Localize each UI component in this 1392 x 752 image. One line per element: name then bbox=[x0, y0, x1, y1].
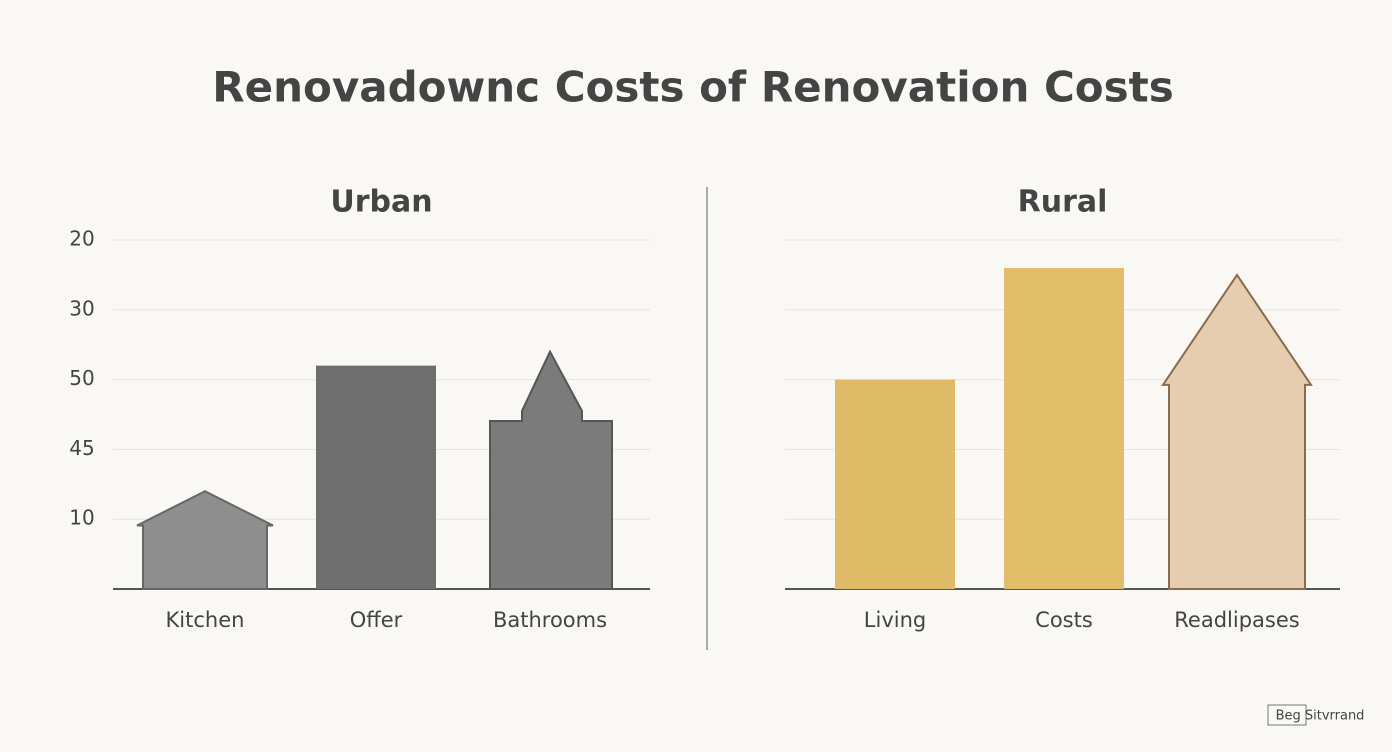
bar bbox=[835, 379, 955, 589]
house-bar bbox=[136, 490, 274, 590]
panel-subtitle: Rural bbox=[1018, 185, 1108, 220]
y-tick-label: 45 bbox=[69, 436, 94, 460]
bar bbox=[1004, 267, 1124, 589]
tower-bar bbox=[489, 349, 613, 590]
panel-subtitle: Urban bbox=[330, 185, 432, 220]
y-tick-label: 30 bbox=[69, 296, 94, 320]
watermark: Beg Sitvrrand bbox=[1276, 709, 1365, 724]
chart-title: Renovadownc Costs of Renovation Costs bbox=[212, 63, 1173, 112]
x-tick-label: Kitchen bbox=[166, 608, 245, 632]
x-tick-label: Readlipases bbox=[1174, 608, 1299, 632]
x-tick-label: Living bbox=[864, 608, 926, 632]
watermark-box bbox=[1267, 704, 1307, 726]
y-tick-label: 20 bbox=[69, 227, 94, 251]
house-bar bbox=[1161, 273, 1313, 590]
x-tick-label: Offer bbox=[350, 608, 403, 632]
x-tick-label: Costs bbox=[1035, 608, 1093, 632]
bar bbox=[316, 365, 436, 589]
x-tick-label: Bathrooms bbox=[493, 608, 607, 632]
y-tick-label: 10 bbox=[69, 506, 94, 530]
y-tick-label: 50 bbox=[69, 366, 94, 390]
